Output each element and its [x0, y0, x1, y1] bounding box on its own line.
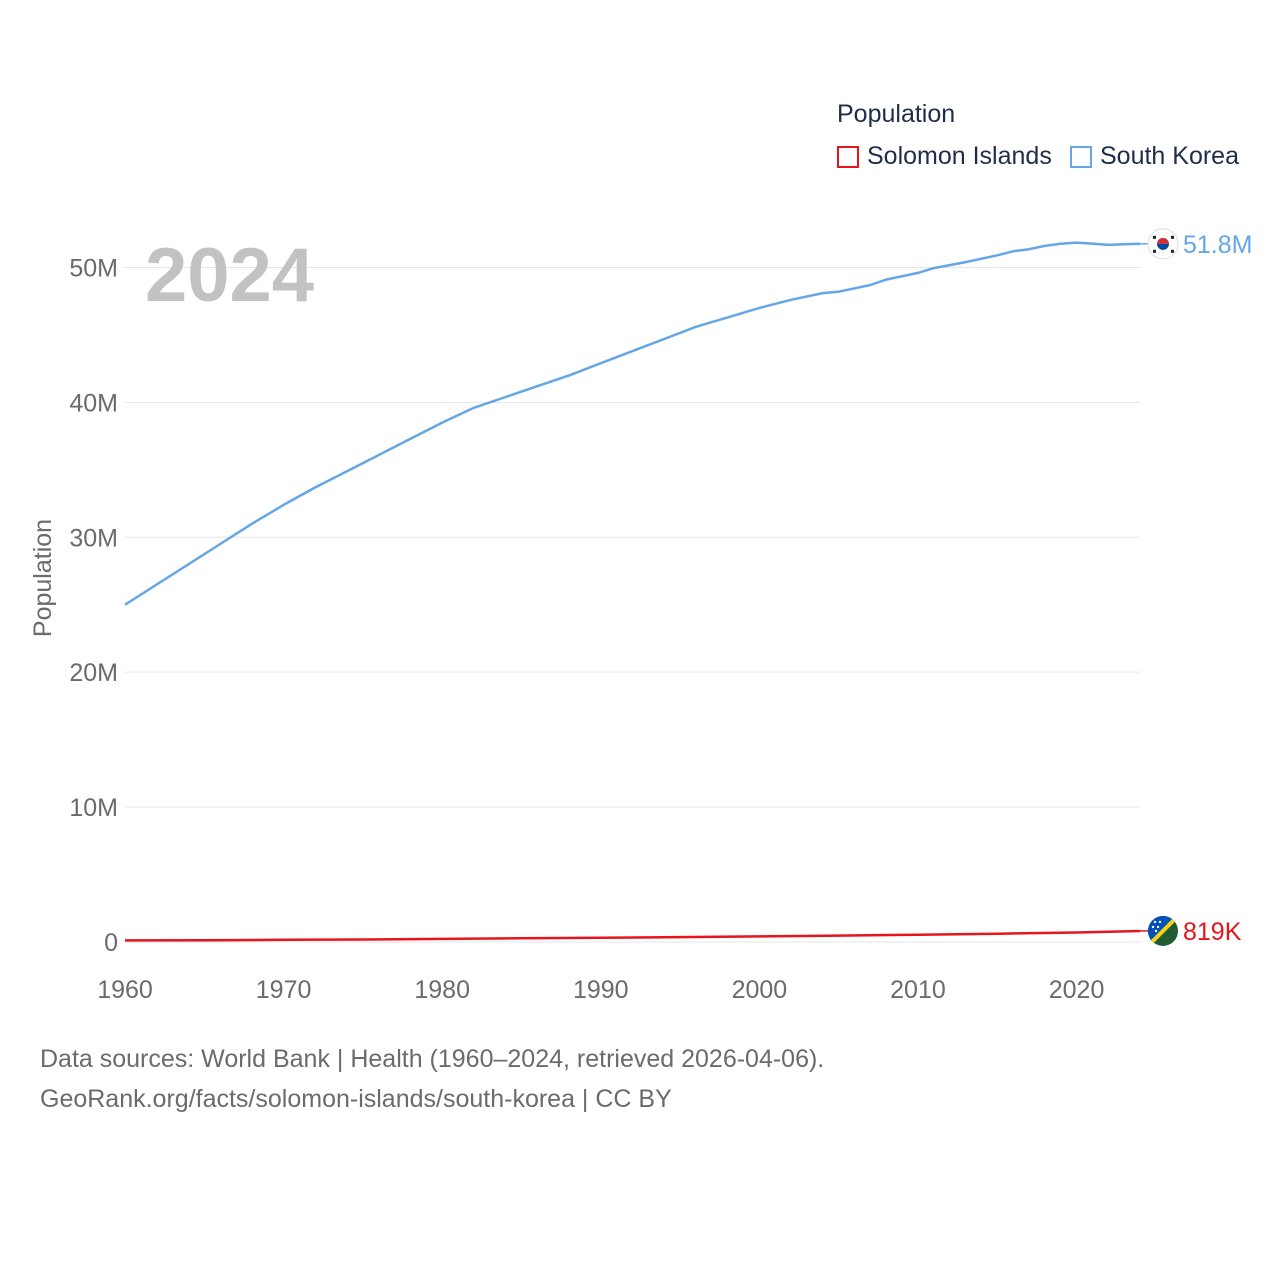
series-line-south-korea: [124, 241, 1141, 606]
x-tick-label: 1990: [573, 976, 629, 1004]
y-axis-label: Population: [29, 519, 57, 637]
x-axis-tick-labels: 1960 1970 1980 1990 2000 2010 2020: [97, 976, 1104, 1004]
legend-item-solomon-islands[interactable]: Solomon Islands: [837, 142, 1052, 171]
end-value-label: 51.8M: [1183, 231, 1252, 259]
series-line-solomon-islands: [124, 929, 1141, 942]
x-tick-label: 1980: [414, 976, 470, 1004]
legend-label-solomon-islands: Solomon Islands: [867, 142, 1052, 170]
y-tick-label: 0: [104, 929, 118, 957]
y-tick-label: 50M: [69, 254, 118, 282]
legend-swatch-solomon-islands: [837, 145, 859, 168]
y-tick-label: 10M: [69, 794, 118, 822]
footer-link[interactable]: GeoRank.org/facts/solomon-islands/south-…: [40, 1085, 672, 1113]
x-tick-label: 1960: [97, 976, 153, 1004]
y-axis-tick-labels: 0 10M 20M 30M 40M 50M: [69, 254, 118, 957]
x-tick-label: 1970: [256, 976, 312, 1004]
grid-lines: [125, 266, 1140, 943]
legend-title: Population: [837, 100, 956, 128]
y-tick-label: 30M: [69, 524, 118, 552]
year-label: 2024: [145, 233, 314, 318]
x-tick-label: 2000: [732, 976, 788, 1004]
series-lines: [124, 241, 1141, 942]
legend-swatch-south-korea: [1070, 145, 1092, 168]
y-tick-label: 20M: [69, 659, 118, 687]
legend-label-south-korea: South Korea: [1100, 142, 1239, 170]
x-tick-label: 2020: [1049, 976, 1105, 1004]
end-value-label: 819K: [1183, 918, 1242, 946]
series-end-markers: 819K 51.8M: [1140, 228, 1252, 946]
footer-sources: Data sources: World Bank | Health (1960–…: [40, 1045, 825, 1073]
legend-item-south-korea[interactable]: South Korea: [1070, 142, 1239, 171]
y-tick-label: 40M: [69, 389, 118, 417]
solomon-islands-flag-icon: [1148, 915, 1178, 946]
south-korea-flag-icon: [1147, 228, 1179, 260]
x-tick-label: 2010: [890, 976, 946, 1004]
